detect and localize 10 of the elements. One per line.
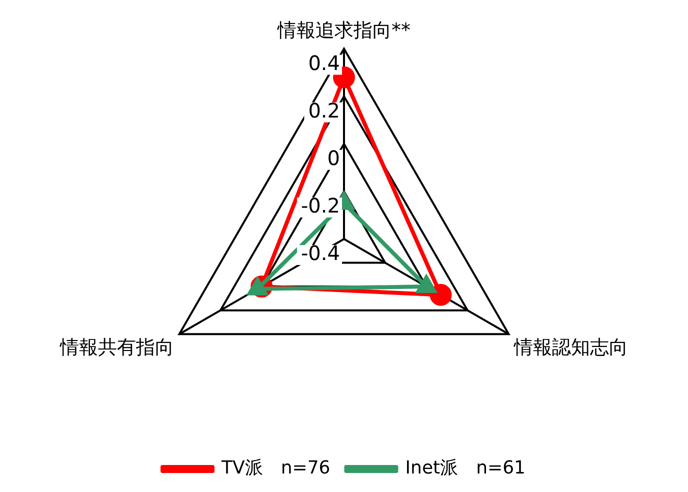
y-tick-label: -0.2 [300,194,340,218]
y-tick-label: 0.4 [308,51,340,76]
spoke-label: 情報共有指向 [59,336,174,358]
spoke-label: 情報認知志向 [512,336,628,358]
spoke-label: 情報追求指向** [276,19,410,42]
y-tick-label: -0.4 [300,241,340,266]
y-tick-label: 0 [327,146,340,170]
legend-label: Inet派 n=61 [405,458,526,479]
y-tick-label: 0.2 [308,98,340,123]
legend-label: TV派 n=76 [220,458,330,479]
